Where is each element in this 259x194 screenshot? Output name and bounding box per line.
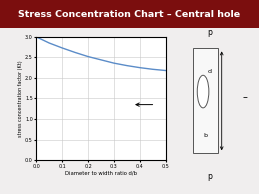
Text: p: p: [207, 29, 212, 37]
Text: –: –: [242, 92, 247, 102]
Circle shape: [197, 75, 209, 108]
Text: b: b: [203, 133, 207, 138]
Text: Stress Concentration Chart – Central hole: Stress Concentration Chart – Central hol…: [18, 10, 241, 19]
Bar: [193, 48, 218, 153]
Text: d: d: [207, 69, 211, 74]
X-axis label: Diameter to width ratio d/b: Diameter to width ratio d/b: [65, 171, 137, 176]
Y-axis label: stress concentration factor (Kt): stress concentration factor (Kt): [18, 60, 23, 137]
Text: p: p: [207, 172, 212, 181]
